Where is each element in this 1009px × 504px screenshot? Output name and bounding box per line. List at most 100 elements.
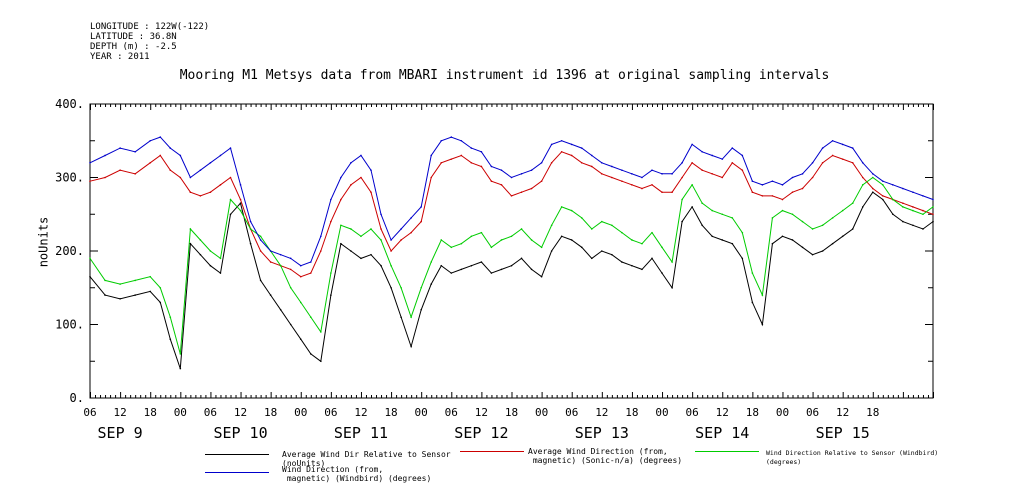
series-3-point <box>631 239 633 241</box>
series-3-point <box>179 353 182 355</box>
series-3-point <box>159 286 162 289</box>
series-3-point <box>330 272 332 274</box>
series-1-point <box>470 264 473 267</box>
series-2-point <box>299 275 302 278</box>
series-2-point <box>621 180 623 182</box>
series-2-point <box>430 176 433 179</box>
legend-item-3: Wind Direction Relative to Sensor (Windb… <box>766 449 939 466</box>
series-4-point <box>390 239 392 241</box>
series-3-point <box>641 242 643 245</box>
plot-frame <box>89 103 934 399</box>
series-2-point <box>841 158 844 160</box>
series-3-point <box>580 217 583 219</box>
series-2-point <box>360 176 362 179</box>
series-2-point <box>259 250 262 252</box>
series-4-point <box>420 206 422 208</box>
series-4-point <box>330 198 332 201</box>
series-3-point <box>320 331 322 333</box>
series-2-point <box>882 195 884 197</box>
series-4-point <box>841 143 844 146</box>
series-1-point <box>410 345 412 348</box>
series-1-point <box>791 239 794 241</box>
series-4-point <box>360 154 362 157</box>
series-4-point <box>661 173 663 175</box>
x-hour-label: 00 <box>776 406 789 419</box>
series-line-1 <box>89 191 934 369</box>
series-2-point <box>239 198 242 201</box>
series-1-point <box>500 268 503 271</box>
series-2-point <box>851 162 854 164</box>
x-day-label: SEP 13 <box>575 424 629 442</box>
series-1-point <box>560 235 563 238</box>
series-3-point <box>239 209 242 212</box>
x-hour-label: 00 <box>655 406 668 419</box>
series-4-point <box>149 139 152 142</box>
series-3-point <box>922 213 924 216</box>
series-1-point <box>350 250 352 252</box>
series-1-point <box>239 202 242 205</box>
series-3-point <box>560 206 563 208</box>
series-1-point <box>490 272 493 274</box>
legend-swatch-blue <box>205 472 269 473</box>
series-4-point <box>520 173 523 175</box>
series-3-point <box>470 235 473 238</box>
x-hour-label: 00 <box>415 406 428 419</box>
series-2-point <box>169 169 172 171</box>
series-1-point <box>902 220 904 223</box>
series-2-point <box>731 162 734 164</box>
series-1-point <box>420 309 422 311</box>
series-3-point <box>711 209 714 212</box>
series-2-point <box>580 162 583 164</box>
series-1-point <box>701 224 703 227</box>
y-tick-label: 400. <box>55 97 84 111</box>
series-2-point <box>701 169 703 171</box>
series-1-point <box>821 250 824 252</box>
x-hour-label: 06 <box>204 406 217 419</box>
series-2-point <box>751 191 754 193</box>
series-4-point <box>902 187 904 190</box>
x-hour-label: 12 <box>716 406 729 419</box>
series-3-point <box>199 239 202 241</box>
series-2-point <box>560 150 563 153</box>
series-2-point <box>410 231 412 234</box>
series-3-point <box>480 231 483 234</box>
x-hour-label: 06 <box>83 406 96 419</box>
series-4-point <box>781 184 784 186</box>
series-2-point <box>611 176 613 179</box>
series-1-point <box>721 239 724 241</box>
series-1-point <box>440 264 443 267</box>
series-3-point <box>530 239 533 241</box>
series-3-point <box>570 209 573 212</box>
series-3-point <box>360 235 362 238</box>
series-4-point <box>791 176 794 179</box>
series-1-point <box>530 268 533 271</box>
x-hour-label: 00 <box>174 406 187 419</box>
series-4-point <box>932 198 934 201</box>
series-3-point <box>219 257 222 260</box>
series-3-point <box>229 198 232 201</box>
x-day-label: SEP 11 <box>334 424 388 442</box>
series-3-point <box>340 224 342 227</box>
series-1-point <box>621 261 623 263</box>
longitude-text: LONGITUDE : 122W(-122) <box>90 22 210 32</box>
series-2-point <box>761 195 764 197</box>
series-1-point <box>460 268 463 271</box>
series-1-point <box>370 253 372 256</box>
series-4-point <box>801 173 804 175</box>
series-1-point <box>134 294 136 296</box>
x-day-label: SEP 10 <box>213 424 267 442</box>
series-4-point <box>219 154 222 157</box>
metadata-block: LONGITUDE : 122W(-122) LATITUDE : 36.8N … <box>90 22 209 62</box>
series-2-point <box>721 176 724 179</box>
x-hour-label: 12 <box>595 406 608 419</box>
series-4-point <box>821 147 824 149</box>
series-2-point <box>641 187 643 190</box>
series-4-point <box>249 220 252 223</box>
x-day-label: SEP 9 <box>98 424 143 442</box>
series-2-point <box>134 173 136 175</box>
series-4-point <box>580 147 583 149</box>
series-1-point <box>390 286 392 289</box>
series-2-point <box>289 268 292 271</box>
x-hour-label: 18 <box>505 406 518 419</box>
series-4-point <box>621 169 623 171</box>
